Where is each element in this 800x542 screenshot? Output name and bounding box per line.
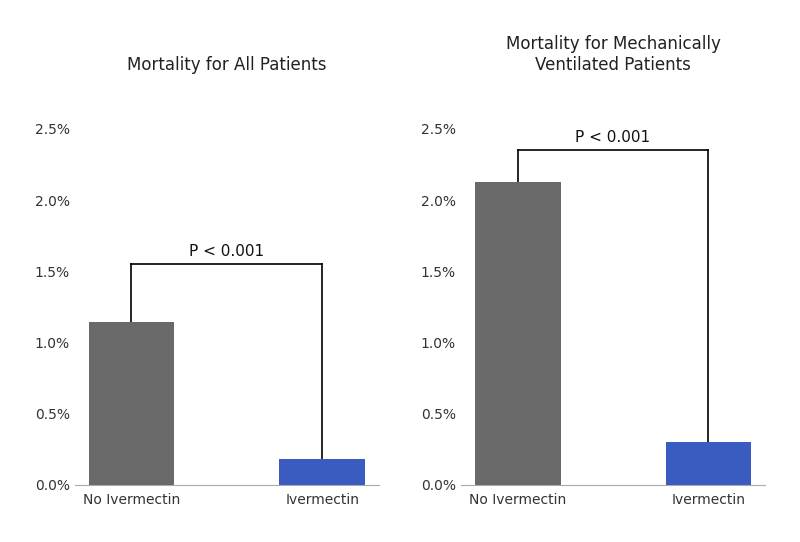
Bar [474, 182, 561, 485]
Bar [89, 321, 174, 485]
Text: P < 0.001: P < 0.001 [190, 244, 265, 260]
Bar [279, 459, 366, 485]
Bar [666, 442, 751, 485]
Title: Mortality for Mechanically
Ventilated Patients: Mortality for Mechanically Ventilated Pa… [506, 35, 721, 74]
Title: Mortality for All Patients: Mortality for All Patients [127, 55, 326, 74]
Text: P < 0.001: P < 0.001 [575, 131, 650, 145]
